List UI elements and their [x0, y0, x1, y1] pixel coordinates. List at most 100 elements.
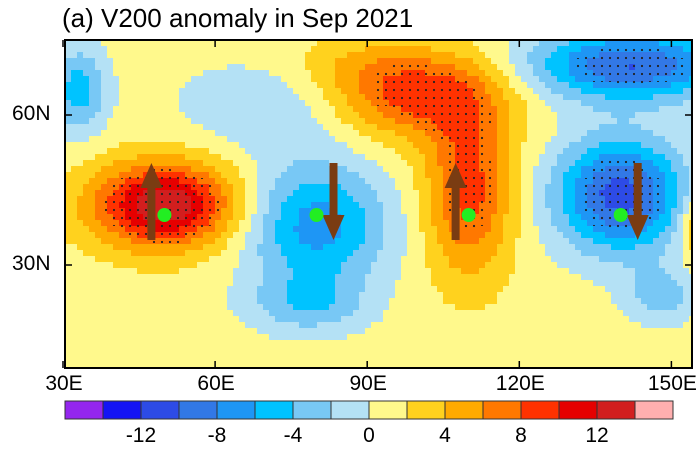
contour-cell	[221, 208, 228, 215]
contour-cell	[83, 64, 90, 71]
contour-cell	[329, 64, 336, 71]
contour-cell	[263, 262, 270, 269]
contour-cell	[689, 268, 692, 275]
contour-cell	[353, 220, 360, 227]
contour-cell	[113, 292, 120, 299]
contour-cell	[401, 280, 408, 287]
contour-cell	[635, 250, 642, 257]
contour-cell	[503, 238, 510, 245]
contour-cell	[287, 316, 294, 323]
contour-cell	[353, 214, 360, 221]
contour-cell	[599, 232, 606, 239]
contour-cell	[233, 178, 240, 185]
contour-cell	[203, 250, 210, 257]
contour-cell	[551, 40, 558, 47]
contour-cell	[611, 124, 618, 131]
contour-cell	[431, 64, 438, 71]
contour-cell	[521, 280, 528, 287]
contour-cell	[575, 154, 582, 161]
contour-cell	[335, 118, 342, 125]
contour-cell	[251, 202, 258, 209]
contour-cell	[185, 112, 192, 119]
contour-cell	[503, 100, 510, 107]
contour-cell	[533, 130, 540, 137]
contour-cell	[593, 256, 600, 263]
contour-cell	[635, 256, 642, 263]
contour-cell	[125, 64, 132, 71]
contour-cell	[167, 154, 174, 161]
contour-cell	[509, 76, 516, 83]
contour-cell	[653, 280, 660, 287]
contour-cell	[347, 238, 354, 245]
contour-cell	[593, 274, 600, 281]
contour-cell	[515, 172, 522, 179]
contour-cell	[227, 76, 234, 83]
contour-cell	[371, 52, 378, 59]
contour-cell	[689, 244, 692, 251]
contour-cell	[563, 238, 570, 245]
contour-cell	[677, 244, 684, 251]
contour-cell	[65, 100, 72, 107]
contour-cell	[539, 142, 546, 149]
contour-cell	[665, 238, 672, 245]
contour-cell	[197, 274, 204, 281]
contour-cell	[617, 154, 624, 161]
contour-cell	[185, 292, 192, 299]
contour-cell	[101, 166, 108, 173]
contour-cell	[599, 262, 606, 269]
contour-cell	[689, 172, 692, 179]
contour-cell	[395, 58, 402, 65]
contour-cell	[419, 172, 426, 179]
contour-cell	[155, 88, 162, 95]
contour-cell	[89, 256, 96, 263]
contour-cell	[77, 154, 84, 161]
contour-cell	[599, 82, 606, 89]
contour-cell	[371, 298, 378, 305]
contour-cell	[167, 118, 174, 125]
contour-cell	[143, 118, 150, 125]
contour-cell	[467, 256, 474, 263]
contour-cell	[605, 106, 612, 113]
contour-cell	[665, 142, 672, 149]
contour-cell	[527, 94, 534, 101]
contour-cell	[251, 262, 258, 269]
contour-cell	[437, 172, 444, 179]
contour-cell	[287, 238, 294, 245]
contour-cell	[533, 268, 540, 275]
contour-cell	[683, 250, 690, 257]
contour-cell	[305, 154, 312, 161]
contour-cell	[131, 256, 138, 263]
contour-cell	[215, 232, 222, 239]
contour-cell	[533, 154, 540, 161]
contour-cell	[467, 238, 474, 245]
contour-cell	[353, 310, 360, 317]
contour-cell	[251, 292, 258, 299]
contour-cell	[137, 124, 144, 131]
contour-cell	[419, 268, 426, 275]
contour-cell	[233, 46, 240, 53]
contour-cell	[473, 58, 480, 65]
contour-cell	[455, 64, 462, 71]
contour-cell	[569, 64, 576, 71]
contour-cell	[587, 250, 594, 257]
contour-cell	[479, 304, 486, 311]
contour-cell	[257, 154, 264, 161]
contour-cell	[491, 310, 498, 317]
contour-cell	[491, 268, 498, 275]
contour-cell	[95, 262, 102, 269]
contour-cell	[77, 292, 84, 299]
contour-cell	[575, 226, 582, 233]
contour-cell	[71, 70, 78, 77]
contour-cell	[239, 136, 246, 143]
contour-cell	[359, 178, 366, 185]
contour-cell	[467, 304, 474, 311]
contour-cell	[281, 316, 288, 323]
contour-cell	[677, 250, 684, 257]
contour-cell	[647, 274, 654, 281]
contour-cell	[389, 46, 396, 53]
contour-cell	[287, 70, 294, 77]
contour-cell	[635, 130, 642, 137]
contour-cell	[341, 52, 348, 59]
contour-cell	[413, 172, 420, 179]
contour-cell	[479, 58, 486, 65]
